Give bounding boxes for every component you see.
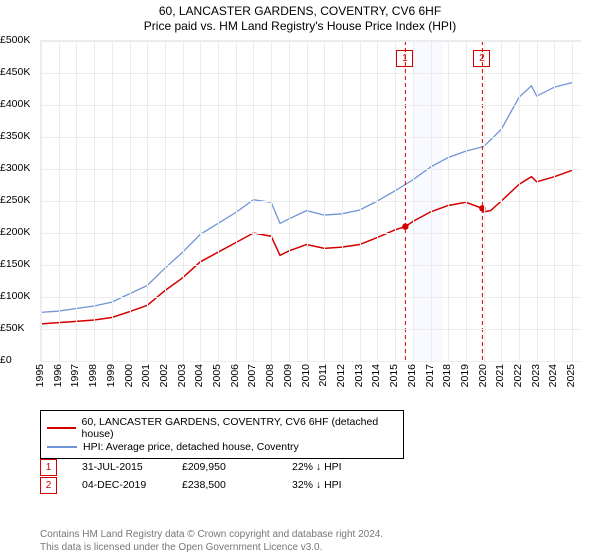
x-axis-label: 2020	[477, 364, 489, 387]
footer-line1: Contains HM Land Registry data © Crown c…	[40, 528, 580, 541]
x-axis-label: 1999	[105, 364, 117, 387]
x-axis-label: 2018	[441, 364, 453, 387]
transaction-row: 1 31-JUL-2015£209,95022% ↓ HPI	[40, 458, 580, 476]
x-axis-label: 2000	[123, 364, 135, 387]
legend-row: HPI: Average price, detached house, Cove…	[47, 441, 397, 453]
legend-row: 60, LANCASTER GARDENS, COVENTRY, CV6 6HF…	[47, 416, 397, 440]
txn-marker: 1	[40, 459, 57, 476]
y-axis-label: £100K	[0, 290, 40, 302]
x-axis-label: 2001	[140, 364, 152, 387]
x-axis-label: 2015	[388, 364, 400, 387]
x-axis-label: 2021	[494, 364, 506, 387]
y-axis-label: £150K	[0, 258, 40, 270]
x-axis-label: 1997	[69, 364, 81, 387]
x-axis-label: 2004	[193, 364, 205, 387]
x-axis-label: 2016	[406, 364, 418, 387]
x-axis-label: 2009	[282, 364, 294, 387]
x-axis-label: 2022	[512, 364, 524, 387]
x-axis-label: 2011	[317, 364, 329, 387]
chart-title: 60, LANCASTER GARDENS, COVENTRY, CV6 6HF	[0, 4, 600, 18]
y-axis-label: £50K	[0, 322, 40, 334]
x-axis-label: 2008	[264, 364, 276, 387]
sale-marker-1: 1	[396, 50, 413, 67]
x-axis-label: 2005	[211, 364, 223, 387]
sale-dot	[402, 223, 408, 229]
chart-subtitle: Price paid vs. HM Land Registry's House …	[0, 19, 600, 33]
y-axis-label: £200K	[0, 226, 40, 238]
legend-label: 60, LANCASTER GARDENS, COVENTRY, CV6 6HF…	[82, 416, 397, 440]
footer-line2: This data is licensed under the Open Gov…	[40, 541, 580, 554]
x-axis-label: 1995	[34, 364, 46, 387]
x-axis-label: 2010	[300, 364, 312, 387]
sale-marker-2: 2	[473, 50, 490, 67]
x-axis-label: 2024	[547, 364, 559, 387]
y-axis-label: £350K	[0, 130, 40, 142]
txn-date: 04-DEC-2019	[82, 479, 182, 491]
x-axis-label: 2023	[530, 364, 542, 387]
x-axis-label: 2006	[229, 364, 241, 387]
x-axis-label: 2025	[565, 364, 577, 387]
x-axis-label: 1998	[87, 364, 99, 387]
x-axis-label: 2003	[176, 364, 188, 387]
y-axis-label: £400K	[0, 98, 40, 110]
x-axis-label: 2014	[370, 364, 382, 387]
y-axis-label: £500K	[0, 34, 40, 46]
transactions-table: 1 31-JUL-2015£209,95022% ↓ HPI 2 04-DEC-201…	[40, 458, 580, 494]
attribution-footer: Contains HM Land Registry data © Crown c…	[40, 528, 580, 554]
x-axis-label: 2012	[335, 364, 347, 387]
txn-pct: 32% ↓ HPI	[292, 479, 402, 491]
x-axis-label: 2002	[158, 364, 170, 387]
txn-price: £209,950	[182, 461, 292, 473]
y-axis-label: £450K	[0, 66, 40, 78]
transaction-row: 2 04-DEC-2019£238,50032% ↓ HPI	[40, 476, 580, 494]
txn-date: 31-JUL-2015	[82, 461, 182, 473]
x-axis-label: 1996	[52, 364, 64, 387]
x-axis-label: 2013	[353, 364, 365, 387]
x-axis-label: 2007	[246, 364, 258, 387]
price-chart	[40, 40, 581, 361]
legend-label: HPI: Average price, detached house, Cove…	[83, 441, 299, 453]
sale-dot	[479, 205, 485, 211]
legend: 60, LANCASTER GARDENS, COVENTRY, CV6 6HF…	[40, 410, 404, 459]
y-axis-label: £300K	[0, 162, 40, 174]
txn-price: £238,500	[182, 479, 292, 491]
y-axis-label: £250K	[0, 194, 40, 206]
x-axis-label: 2019	[459, 364, 471, 387]
x-axis-label: 2017	[424, 364, 436, 387]
txn-marker: 2	[40, 477, 57, 494]
txn-pct: 22% ↓ HPI	[292, 461, 402, 473]
